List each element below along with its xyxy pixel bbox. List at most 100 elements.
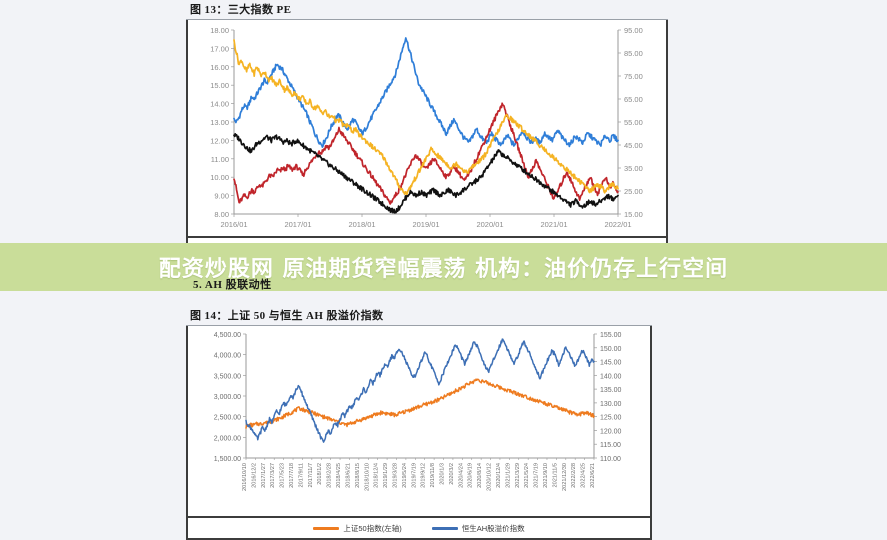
svg-text:18.00: 18.00 — [210, 26, 229, 35]
svg-text:145.00: 145.00 — [600, 360, 622, 367]
svg-text:25.00: 25.00 — [624, 187, 643, 196]
legend-swatch — [313, 526, 340, 530]
svg-text:2,500.00: 2,500.00 — [214, 415, 241, 422]
svg-text:4,500.00: 4,500.00 — [214, 332, 241, 339]
svg-text:2018/10/10: 2018/10/10 — [364, 463, 370, 491]
svg-text:110.00: 110.00 — [600, 456, 621, 463]
svg-text:2021/11/5: 2021/11/5 — [552, 463, 558, 487]
pe-index-line-chart: 8.00 9.00 10.00 11.00 12.00 13.00 14.00 15.00 16… — [188, 20, 666, 236]
svg-text:15.00: 15.00 — [624, 210, 643, 219]
svg-text:2022/4/25: 2022/4/25 — [581, 463, 587, 488]
svg-text:45.00: 45.00 — [624, 141, 643, 150]
svg-text:2017/1/27: 2017/1/27 — [261, 463, 267, 488]
section-heading: 5. AH 股联动性 — [193, 279, 272, 291]
svg-text:2021/12/30: 2021/12/30 — [562, 463, 568, 491]
figure-14-block: 图 14：上证 50 与恒生 AH 股溢价指数 1,500.00 2,000.00… — [186, 306, 652, 540]
svg-text:2016/10/10: 2016/10/10 — [242, 463, 248, 491]
svg-text:4,000.00: 4,000.00 — [214, 353, 241, 360]
svg-text:2019/5/24: 2019/5/24 — [402, 463, 408, 488]
svg-text:14.00: 14.00 — [210, 100, 229, 109]
svg-text:2020/8/14: 2020/8/14 — [477, 463, 483, 488]
svg-text:2017/3/27: 2017/3/27 — [270, 463, 276, 488]
svg-text:2017/01: 2017/01 — [284, 220, 311, 229]
svg-text:2016/01: 2016/01 — [220, 220, 247, 229]
svg-text:155.00: 155.00 — [600, 332, 622, 339]
svg-text:2017/9/11: 2017/9/11 — [298, 463, 304, 487]
svg-text:2020/4/24: 2020/4/24 — [458, 463, 464, 488]
svg-text:2019/1/29: 2019/1/29 — [383, 463, 389, 488]
svg-text:2019/01: 2019/01 — [412, 220, 439, 229]
svg-text:2018/1/2: 2018/1/2 — [317, 463, 323, 485]
svg-text:125.00: 125.00 — [600, 415, 622, 422]
promo-banner-text: 配资炒股网 原油期货窄幅震荡 机构：油价仍存上行空间 — [158, 257, 729, 282]
svg-text:2021/5/24: 2021/5/24 — [524, 463, 530, 488]
svg-text:75.00: 75.00 — [624, 72, 643, 81]
svg-text:2,000.00: 2,000.00 — [214, 435, 241, 442]
svg-text:2020/12/4: 2020/12/4 — [496, 463, 502, 488]
svg-text:2022/2/28: 2022/2/28 — [571, 463, 577, 488]
svg-text:2021/1/29: 2021/1/29 — [505, 463, 511, 488]
svg-text:55.00: 55.00 — [624, 118, 643, 127]
svg-text:2020/01: 2020/01 — [476, 220, 503, 229]
svg-text:2020/10/12: 2020/10/12 — [487, 463, 493, 491]
svg-text:2021/7/19: 2021/7/19 — [534, 463, 540, 488]
svg-text:12.00: 12.00 — [210, 136, 229, 145]
svg-text:13.00: 13.00 — [210, 118, 229, 127]
svg-text:2018/2/28: 2018/2/28 — [327, 463, 333, 488]
figure-13-caption: 图 13：三大指数 PE — [186, 0, 668, 20]
svg-text:3,000.00: 3,000.00 — [214, 394, 241, 401]
svg-text:2018/4/25: 2018/4/25 — [336, 463, 342, 488]
svg-text:2017/7/18: 2017/7/18 — [289, 463, 295, 488]
svg-text:2019/3/28: 2019/3/28 — [392, 463, 398, 488]
svg-text:2017/5/23: 2017/5/23 — [280, 463, 286, 488]
svg-text:150.00: 150.00 — [600, 346, 622, 353]
svg-text:1,500.00: 1,500.00 — [214, 456, 241, 463]
svg-text:2017/11/7: 2017/11/7 — [308, 463, 314, 487]
svg-text:85.00: 85.00 — [624, 49, 643, 58]
figure-14-legend: 上证50指数(左轴) 恒生AH股溢价指数 — [186, 518, 652, 540]
svg-text:2018/8/15: 2018/8/15 — [355, 463, 361, 488]
svg-text:2019/11/8: 2019/11/8 — [430, 463, 436, 487]
ah-premium-line-chart: 1,500.00 2,000.00 2,500.00 3,000.00 3,500.00… — [188, 326, 650, 516]
svg-text:2018/6/21: 2018/6/21 — [345, 463, 351, 488]
svg-text:2020/3/2: 2020/3/2 — [449, 463, 455, 485]
legend-item: 上证50指数(左轴) — [313, 523, 402, 534]
svg-text:65.00: 65.00 — [624, 95, 643, 104]
svg-text:16.00: 16.00 — [210, 63, 229, 72]
svg-text:35.00: 35.00 — [624, 164, 643, 173]
svg-text:2019/9/12: 2019/9/12 — [421, 463, 427, 488]
figure-14-caption: 图 14：上证 50 与恒生 AH 股溢价指数 — [186, 306, 652, 326]
svg-text:10.00: 10.00 — [210, 173, 229, 182]
svg-text:2018/01: 2018/01 — [348, 220, 375, 229]
svg-text:8.00: 8.00 — [214, 210, 229, 219]
legend-label: 恒生AH股溢价指数 — [461, 523, 525, 533]
legend-label: 上证50指数(左轴) — [343, 523, 402, 533]
svg-text:2020/1/3: 2020/1/3 — [440, 463, 446, 485]
svg-text:140.00: 140.00 — [600, 373, 622, 380]
svg-text:95.00: 95.00 — [624, 26, 643, 35]
svg-text:2019/7/19: 2019/7/19 — [411, 463, 417, 488]
svg-text:2022/01: 2022/01 — [604, 220, 631, 229]
svg-text:15.00: 15.00 — [210, 81, 229, 90]
svg-text:17.00: 17.00 — [210, 44, 229, 53]
svg-text:2022/6/21: 2022/6/21 — [590, 463, 596, 488]
svg-text:2018/12/4: 2018/12/4 — [374, 463, 380, 488]
svg-text:120.00: 120.00 — [600, 428, 622, 435]
figure-13-chart-box: 8.00 9.00 10.00 11.00 12.00 13.00 14.00 15.00 16… — [186, 20, 668, 238]
svg-text:2021/3/29: 2021/3/29 — [515, 463, 521, 488]
svg-text:115.00: 115.00 — [600, 442, 621, 449]
svg-text:2021/9/10: 2021/9/10 — [543, 463, 549, 488]
figure-13-block: 图 13：三大指数 PE 8.00 9.00 10.00 11.00 12.00 13.0… — [186, 0, 668, 258]
legend-item: 恒生AH股溢价指数 — [431, 523, 525, 534]
svg-text:9.00: 9.00 — [214, 192, 229, 201]
svg-text:3,500.00: 3,500.00 — [214, 373, 241, 380]
promo-banner: 配资炒股网 原油期货窄幅震荡 机构：油价仍存上行空间 — [0, 243, 887, 291]
svg-text:2021/01: 2021/01 — [540, 220, 567, 229]
svg-text:2016/12/2: 2016/12/2 — [251, 463, 257, 488]
svg-text:135.00: 135.00 — [600, 387, 622, 394]
svg-text:130.00: 130.00 — [600, 401, 622, 408]
svg-text:2020/6/19: 2020/6/19 — [468, 463, 474, 488]
legend-swatch — [431, 526, 458, 530]
svg-text:11.00: 11.00 — [211, 155, 229, 164]
figure-14-chart-box: 1,500.00 2,000.00 2,500.00 3,000.00 3,500.00… — [186, 326, 652, 518]
